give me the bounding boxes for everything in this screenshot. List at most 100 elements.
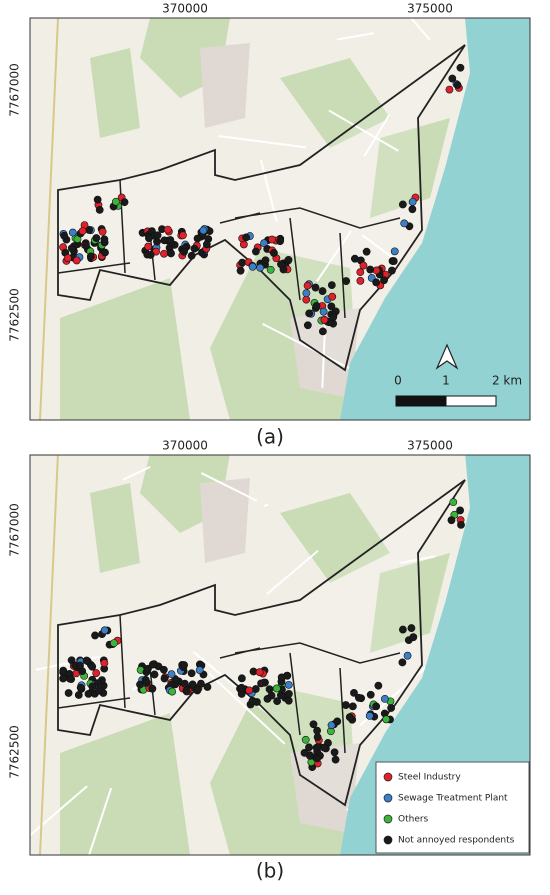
respondent [180, 247, 188, 256]
road [262, 322, 352, 371]
respondent [145, 234, 153, 243]
respondent [318, 287, 327, 295]
vegetation [60, 278, 190, 420]
respondent [284, 690, 293, 698]
respondent [356, 268, 365, 277]
respondent [284, 696, 293, 705]
respondent [277, 673, 286, 682]
vegetation [370, 553, 450, 653]
respondent [272, 684, 281, 693]
respondent [366, 690, 375, 699]
respondent [150, 670, 159, 679]
respondent [242, 233, 250, 242]
respondent [153, 231, 162, 240]
frame [29, 454, 531, 856]
respondent [303, 281, 312, 290]
road [409, 18, 431, 41]
respondent [313, 754, 322, 763]
respondent [180, 661, 188, 669]
respondent [409, 633, 418, 642]
district-border [289, 217, 301, 301]
respondent [160, 674, 169, 683]
respondent [318, 327, 327, 336]
respondent [408, 205, 417, 214]
road [30, 499, 32, 503]
respondent [76, 683, 85, 692]
respondent [98, 227, 107, 236]
respondent [456, 63, 465, 72]
respondent [59, 674, 67, 683]
respondent [256, 263, 265, 272]
respondent [143, 250, 152, 259]
respondent [179, 231, 187, 240]
respondent [330, 748, 339, 757]
respondent [305, 309, 314, 318]
respondent [313, 733, 322, 742]
sea [340, 18, 530, 420]
respondent [91, 631, 99, 640]
respondent [341, 701, 350, 709]
respondent [403, 651, 412, 660]
respondent [342, 277, 351, 285]
respondent [457, 520, 465, 529]
respondent [456, 506, 465, 515]
vegetation [280, 58, 390, 148]
respondent [168, 687, 177, 696]
respondent [320, 315, 329, 324]
x-coord-label: 370000 [162, 2, 208, 16]
respondent [120, 198, 129, 207]
respondent [67, 675, 76, 683]
map-panel-a [30, 18, 530, 420]
respondent [305, 743, 313, 752]
legend-label: Sewage Treatment Plant [398, 794, 508, 804]
respondent [101, 248, 109, 257]
respondent [309, 720, 318, 729]
road [122, 465, 151, 481]
road [328, 109, 399, 152]
district-border [339, 667, 346, 754]
road [88, 787, 113, 855]
urban [200, 478, 250, 563]
respondent [284, 680, 293, 689]
respondent [144, 242, 153, 251]
road [315, 230, 352, 283]
respondent [167, 670, 176, 679]
respondent [92, 234, 101, 242]
urban [200, 43, 250, 128]
respondent [261, 256, 270, 265]
legend-label: Not annoyed respondents [398, 836, 515, 846]
respondent [348, 702, 357, 711]
vegetation [280, 493, 390, 583]
sea [340, 455, 530, 855]
respondent [93, 679, 102, 688]
respondent [408, 197, 417, 206]
respondent [136, 680, 144, 689]
respondent [366, 265, 375, 274]
respondent [400, 219, 409, 228]
x-coord-label: 375000 [407, 439, 453, 453]
respondent [190, 244, 199, 253]
road [39, 18, 59, 420]
respondent [350, 688, 358, 697]
respondent [329, 313, 338, 322]
respondent [445, 85, 454, 94]
legend-swatch [383, 835, 393, 845]
scale-label: 1 [442, 374, 450, 388]
respondent [187, 669, 196, 678]
road [363, 114, 391, 157]
legend-label: Steel Industry [398, 773, 461, 783]
district-border [289, 652, 301, 736]
respondent [163, 225, 172, 234]
respondent [63, 254, 72, 262]
respondent [448, 74, 457, 83]
respondent [182, 686, 191, 695]
respondent [449, 498, 458, 507]
study-area [57, 44, 466, 372]
respondent [327, 721, 336, 730]
y-coord-label: 7762500 [8, 725, 22, 778]
road [192, 650, 274, 719]
respondent [265, 685, 274, 694]
respondent [255, 668, 264, 677]
respondent [372, 278, 381, 287]
